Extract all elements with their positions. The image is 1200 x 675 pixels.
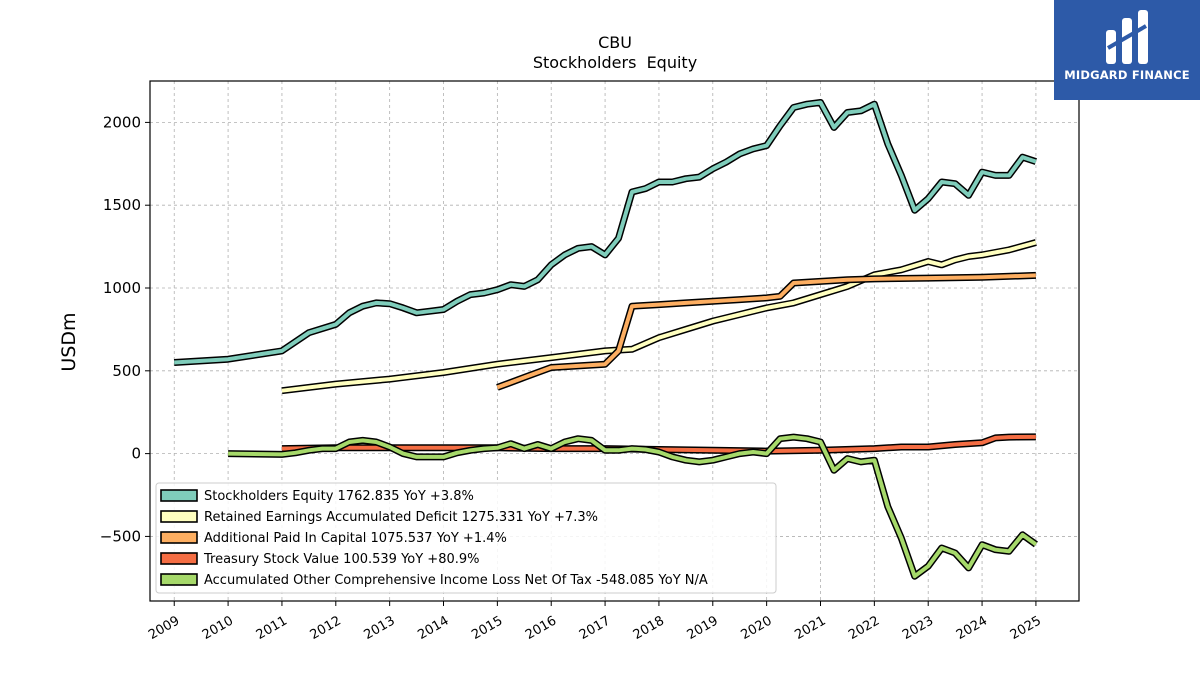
y-tick-label: 1000 xyxy=(103,279,141,297)
plot-frame xyxy=(149,80,1080,602)
brand-logo: MIDGARD FINANCE xyxy=(1054,0,1200,100)
chart-subtitle: Stockholders Equity xyxy=(533,53,697,72)
legend-label: Accumulated Other Comprehensive Income L… xyxy=(204,573,708,588)
series-line-1 xyxy=(281,239,1037,395)
legend-label: Stockholders Equity 1762.835 YoY +3.8% xyxy=(204,489,474,504)
legend: Stockholders Equity 1762.835 YoY +3.8% Re… xyxy=(155,482,777,594)
legend-box xyxy=(155,482,777,594)
series-stroke xyxy=(496,273,1036,390)
brand-name: MIDGARD FINANCE xyxy=(1064,68,1190,82)
series-stroke xyxy=(228,435,1038,579)
legend-swatch xyxy=(160,510,198,523)
x-tick-label: 2021 xyxy=(792,613,828,643)
x-tick-label: 2014 xyxy=(415,613,451,643)
x-tick-label: 2016 xyxy=(523,613,559,643)
legend-swatch xyxy=(160,573,198,586)
y-tick-label: 0 xyxy=(131,445,141,463)
y-axis-label: USDm xyxy=(58,312,80,371)
x-tick-label: 2025 xyxy=(1008,613,1044,643)
legend-label: Retained Earnings Accumulated Deficit 12… xyxy=(204,510,598,525)
legend-label: Treasury Stock Value 100.539 YoY +80.9% xyxy=(203,552,480,567)
y-tick-label: 500 xyxy=(112,362,141,380)
x-tick-label: 2011 xyxy=(254,613,290,643)
x-tick-label: 2020 xyxy=(738,613,774,643)
x-tick-label: 2012 xyxy=(308,613,344,643)
x-tick-label: 2013 xyxy=(361,613,397,643)
x-tick-label: 2009 xyxy=(146,613,182,643)
x-axis: 2009 2010 2011 2012 2013 2014 2015 2016 2017 2018… xyxy=(146,601,1044,643)
y-tick-label: 2000 xyxy=(103,113,141,131)
x-tick-label: 2022 xyxy=(846,613,882,643)
x-tick-label: 2015 xyxy=(469,613,505,643)
y-tick-label: −500 xyxy=(100,527,141,545)
x-tick-label: 2019 xyxy=(685,613,721,643)
legend-swatch xyxy=(160,489,198,502)
legend-swatch xyxy=(160,552,198,565)
series-line-2 xyxy=(496,271,1037,391)
x-tick-label: 2023 xyxy=(900,613,936,643)
x-tick-label: 2017 xyxy=(577,613,613,643)
legend-label: Additional Paid In Capital 1075.537 YoY … xyxy=(204,531,507,546)
series-line-0 xyxy=(173,99,1037,366)
x-tick-label: 2010 xyxy=(200,613,236,643)
series-stroke xyxy=(281,240,1037,393)
series-stroke xyxy=(174,100,1037,365)
chart-title: CBU xyxy=(598,33,632,52)
x-tick-label: 2018 xyxy=(631,613,667,643)
legend-swatch xyxy=(160,531,198,544)
brand-mark-icon xyxy=(1106,10,1148,64)
y-tick-label: 1500 xyxy=(103,196,141,214)
x-tick-label: 2024 xyxy=(954,613,990,643)
y-axis: −500 0 500 1000 1500 2000 xyxy=(100,113,150,545)
plot-series xyxy=(173,99,1038,580)
series-line-4 xyxy=(228,433,1038,580)
